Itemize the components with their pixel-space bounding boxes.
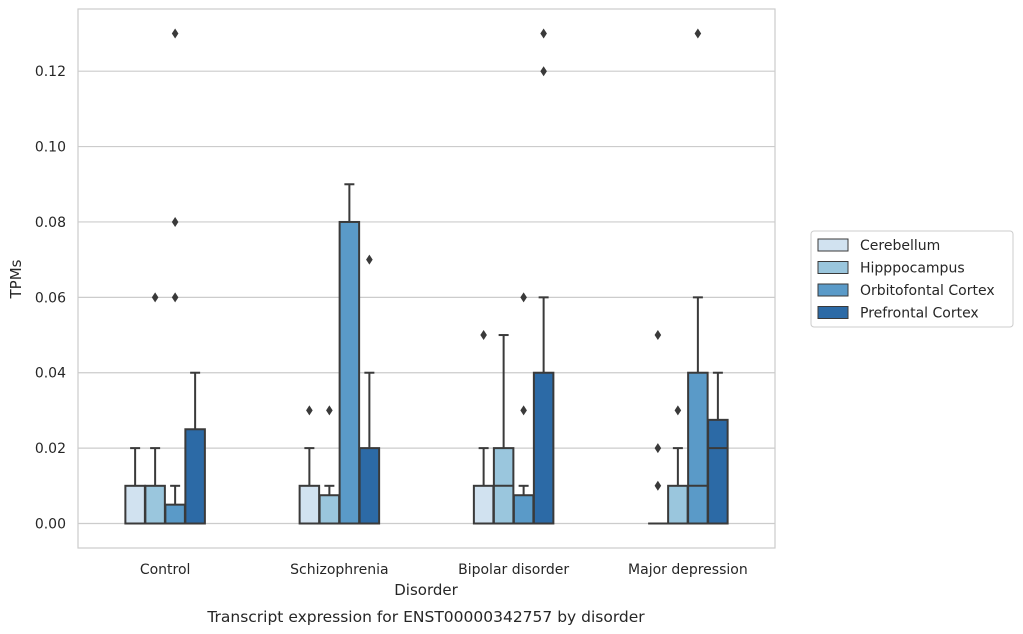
- outlier-marker: [674, 405, 682, 416]
- box-body: [124, 484, 146, 525]
- box-0-1: [298, 405, 321, 525]
- y-tick-label: 0.08: [35, 215, 66, 231]
- outlier-marker: [171, 28, 179, 39]
- legend-label: Hipppocampus: [860, 261, 965, 277]
- outlier-marker: [171, 292, 179, 303]
- box-body: [298, 484, 321, 525]
- x-tick-label: Bipolar disorder: [458, 562, 569, 578]
- box-body: [184, 428, 206, 525]
- box-body: [512, 494, 535, 525]
- outlier-marker: [520, 292, 527, 303]
- legend-frame: [810, 230, 1014, 328]
- y-axis-label: TPMs: [7, 259, 25, 299]
- box-0-3: [648, 330, 668, 525]
- x-tick-labels: Control Schizophrenia Bipolar disorder Majo…: [140, 562, 748, 578]
- x-tick-label: Major depression: [628, 562, 748, 578]
- box-body: [358, 447, 381, 525]
- box-body: [318, 494, 341, 525]
- x-tick-label: Schizophrenia: [290, 562, 388, 578]
- box-2-2: [512, 292, 535, 525]
- legend: Cerebellum Hipppocampus Orbitofontal Corte…: [810, 230, 1014, 328]
- box-3-0: [184, 371, 206, 525]
- y-tick-label: 0.02: [35, 441, 66, 457]
- box-body: [338, 220, 361, 525]
- box-1-1: [318, 405, 341, 525]
- y-tick-label: 0.06: [35, 290, 66, 306]
- box-body: [472, 484, 495, 525]
- outlier-marker: [694, 28, 702, 39]
- x-axis-label: Disorder: [394, 581, 458, 599]
- outlier-marker: [520, 405, 527, 416]
- y-tick-label: 0.00: [35, 517, 66, 533]
- box-3-1: [358, 254, 381, 525]
- legend-swatch: [817, 261, 849, 274]
- legend-swatch: [817, 283, 849, 297]
- legend-swatch: [817, 306, 849, 319]
- box-body: [667, 484, 689, 525]
- box-series: [124, 28, 729, 525]
- y-tick-label: 0.12: [35, 64, 66, 80]
- box-1-2: [492, 334, 515, 525]
- outlier-marker: [366, 254, 373, 265]
- box-1-0: [144, 292, 166, 525]
- y-tick-label: 0.04: [35, 366, 66, 382]
- outlier-marker: [306, 405, 313, 416]
- outlier-marker: [540, 28, 547, 39]
- box-body: [532, 371, 555, 525]
- legend-swatch: [817, 238, 849, 252]
- box-2-3: [687, 28, 709, 525]
- outlier-marker: [654, 330, 662, 341]
- outlier-marker: [654, 480, 662, 491]
- x-tick-label: Control: [140, 562, 191, 578]
- box-body: [687, 371, 709, 525]
- outlier-marker: [171, 216, 179, 227]
- outlier-marker: [540, 66, 547, 77]
- plot-frame: [77, 8, 776, 549]
- legend-label: Orbitofontal Cortex: [860, 283, 995, 299]
- outlier-marker: [480, 330, 487, 341]
- legend-label: Prefrontal Cortex: [860, 306, 979, 322]
- outlier-marker: [654, 443, 662, 454]
- y-tick-labels: 0.00 0.02 0.04 0.06 0.08 0.10 0.12: [35, 64, 66, 532]
- box-3-2: [532, 28, 555, 525]
- box-2-0: [164, 28, 186, 525]
- box-body: [707, 418, 729, 525]
- y-tick-label: 0.10: [35, 140, 66, 156]
- plot-area: [78, 9, 775, 548]
- outlier-marker: [326, 405, 333, 416]
- box-2-1: [338, 183, 361, 525]
- chart-caption: Transcript expression for ENST0000034275…: [206, 608, 645, 626]
- box-3-3: [707, 371, 729, 525]
- box-body: [144, 484, 166, 525]
- legend-label: Cerebellum: [860, 238, 940, 254]
- outlier-marker: [151, 292, 159, 303]
- box-body: [164, 503, 186, 525]
